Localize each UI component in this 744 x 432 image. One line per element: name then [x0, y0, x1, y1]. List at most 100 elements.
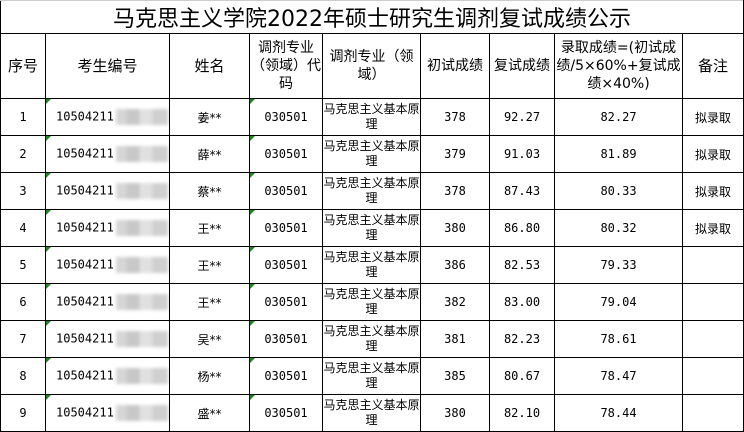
cell-code[interactable]: 030501	[249, 209, 323, 247]
cell-initial[interactable]: 380	[420, 209, 490, 247]
id-text: 10504211	[56, 220, 114, 235]
cell-retest[interactable]: 87.43	[489, 172, 555, 210]
cell-no[interactable]: 6	[0, 283, 46, 321]
id-text: 10504211	[56, 257, 114, 272]
cell-final[interactable]: 78.44	[554, 394, 683, 432]
cell-major[interactable]: 马克思主义基本原理	[322, 135, 421, 173]
cell-initial[interactable]: 378	[420, 172, 490, 210]
header-initial[interactable]: 初试成绩	[420, 33, 490, 99]
cell-initial[interactable]: 379	[420, 135, 490, 173]
cell-initial[interactable]: 386	[420, 246, 490, 284]
cell-code[interactable]: 030501	[249, 394, 323, 432]
cell-name[interactable]: 杨**	[169, 357, 250, 395]
cell-id[interactable]: 10504211	[45, 320, 170, 358]
cell-id[interactable]: 10504211	[45, 357, 170, 395]
cell-name[interactable]: 吴**	[169, 320, 250, 358]
cell-initial[interactable]: 381	[420, 320, 490, 358]
cell-final[interactable]: 81.89	[554, 135, 683, 173]
header-name[interactable]: 姓名	[169, 33, 250, 99]
table-title[interactable]: 马克思主义学院2022年硕士研究生调剂复试成绩公示	[0, 0, 744, 34]
header-retest[interactable]: 复试成绩	[489, 33, 555, 99]
cell-major[interactable]: 马克思主义基本原理	[322, 246, 421, 284]
table-row: 5 10504211 王** 030501 马克思主义基本原理 386 82.53 79.33	[0, 246, 744, 284]
cell-no[interactable]: 5	[0, 246, 46, 284]
cell-final[interactable]: 78.61	[554, 320, 683, 358]
cell-final[interactable]: 79.04	[554, 283, 683, 321]
cell-major[interactable]: 马克思主义基本原理	[322, 394, 421, 432]
cell-retest[interactable]: 86.80	[489, 209, 555, 247]
cell-retest[interactable]: 91.03	[489, 135, 555, 173]
cell-code[interactable]: 030501	[249, 172, 323, 210]
redacted-blur	[115, 368, 168, 384]
cell-final[interactable]: 79.33	[554, 246, 683, 284]
cell-initial[interactable]: 385	[420, 357, 490, 395]
header-no[interactable]: 序号	[0, 33, 46, 99]
cell-name[interactable]: 蔡**	[169, 172, 250, 210]
cell-retest[interactable]: 80.67	[489, 357, 555, 395]
cell-final[interactable]: 80.32	[554, 209, 683, 247]
cell-note[interactable]: 拟录取	[682, 172, 744, 210]
cell-id[interactable]: 10504211	[45, 246, 170, 284]
cell-retest[interactable]: 83.00	[489, 283, 555, 321]
cell-id[interactable]: 10504211	[45, 209, 170, 247]
cell-major[interactable]: 马克思主义基本原理	[322, 283, 421, 321]
cell-major[interactable]: 马克思主义基本原理	[322, 98, 421, 136]
cell-retest[interactable]: 92.27	[489, 98, 555, 136]
cell-no[interactable]: 4	[0, 209, 46, 247]
header-code[interactable]: 调剂专业（领域）代码	[249, 33, 323, 99]
cell-code[interactable]: 030501	[249, 357, 323, 395]
cell-no[interactable]: 2	[0, 135, 46, 173]
cell-no[interactable]: 3	[0, 172, 46, 210]
cell-note[interactable]	[682, 246, 744, 284]
cell-code[interactable]: 030501	[249, 320, 323, 358]
cell-no[interactable]: 8	[0, 357, 46, 395]
cell-code[interactable]: 030501	[249, 246, 323, 284]
cell-initial[interactable]: 382	[420, 283, 490, 321]
cell-code[interactable]: 030501	[249, 98, 323, 136]
header-id[interactable]: 考生编号	[45, 33, 170, 99]
cell-id[interactable]: 10504211	[45, 283, 170, 321]
cell-final[interactable]: 78.47	[554, 357, 683, 395]
header-note[interactable]: 备注	[682, 33, 744, 99]
cell-note[interactable]: 拟录取	[682, 209, 744, 247]
cell-note[interactable]: 拟录取	[682, 135, 744, 173]
cell-major[interactable]: 马克思主义基本原理	[322, 209, 421, 247]
cell-id[interactable]: 10504211	[45, 98, 170, 136]
cell-no[interactable]: 1	[0, 98, 46, 136]
cell-initial[interactable]: 378	[420, 98, 490, 136]
redacted-blur	[115, 257, 168, 273]
cell-major[interactable]: 马克思主义基本原理	[322, 320, 421, 358]
cell-note[interactable]	[682, 357, 744, 395]
cell-no[interactable]: 9	[0, 394, 46, 432]
id-text: 10504211	[56, 368, 114, 383]
cell-note[interactable]: 拟录取	[682, 98, 744, 136]
cell-final[interactable]: 82.27	[554, 98, 683, 136]
cell-note[interactable]	[682, 320, 744, 358]
cell-code[interactable]: 030501	[249, 283, 323, 321]
cell-code[interactable]: 030501	[249, 135, 323, 173]
cell-major[interactable]: 马克思主义基本原理	[322, 172, 421, 210]
header-final[interactable]: 录取成绩=(初试成绩/5×60%+复试成绩×40%)	[554, 33, 683, 99]
header-major[interactable]: 调剂专业（领域）	[322, 33, 421, 99]
cell-id[interactable]: 10504211	[45, 135, 170, 173]
cell-major[interactable]: 马克思主义基本原理	[322, 357, 421, 395]
id-text: 10504211	[56, 405, 114, 420]
cell-note[interactable]	[682, 283, 744, 321]
cell-retest[interactable]: 82.53	[489, 246, 555, 284]
cell-initial[interactable]: 380	[420, 394, 490, 432]
cell-name[interactable]: 王**	[169, 246, 250, 284]
id-text: 10504211	[56, 331, 114, 346]
cell-id[interactable]: 10504211	[45, 394, 170, 432]
cell-id[interactable]: 10504211	[45, 172, 170, 210]
table-row: 2 10504211 薛** 030501 马克思主义基本原理 379 91.03 81.89…	[0, 135, 744, 173]
cell-name[interactable]: 盛**	[169, 394, 250, 432]
cell-name[interactable]: 姜**	[169, 98, 250, 136]
cell-name[interactable]: 薛**	[169, 135, 250, 173]
cell-retest[interactable]: 82.10	[489, 394, 555, 432]
cell-note[interactable]	[682, 394, 744, 432]
cell-retest[interactable]: 82.23	[489, 320, 555, 358]
cell-no[interactable]: 7	[0, 320, 46, 358]
cell-name[interactable]: 王**	[169, 283, 250, 321]
cell-final[interactable]: 80.33	[554, 172, 683, 210]
cell-name[interactable]: 王**	[169, 209, 250, 247]
